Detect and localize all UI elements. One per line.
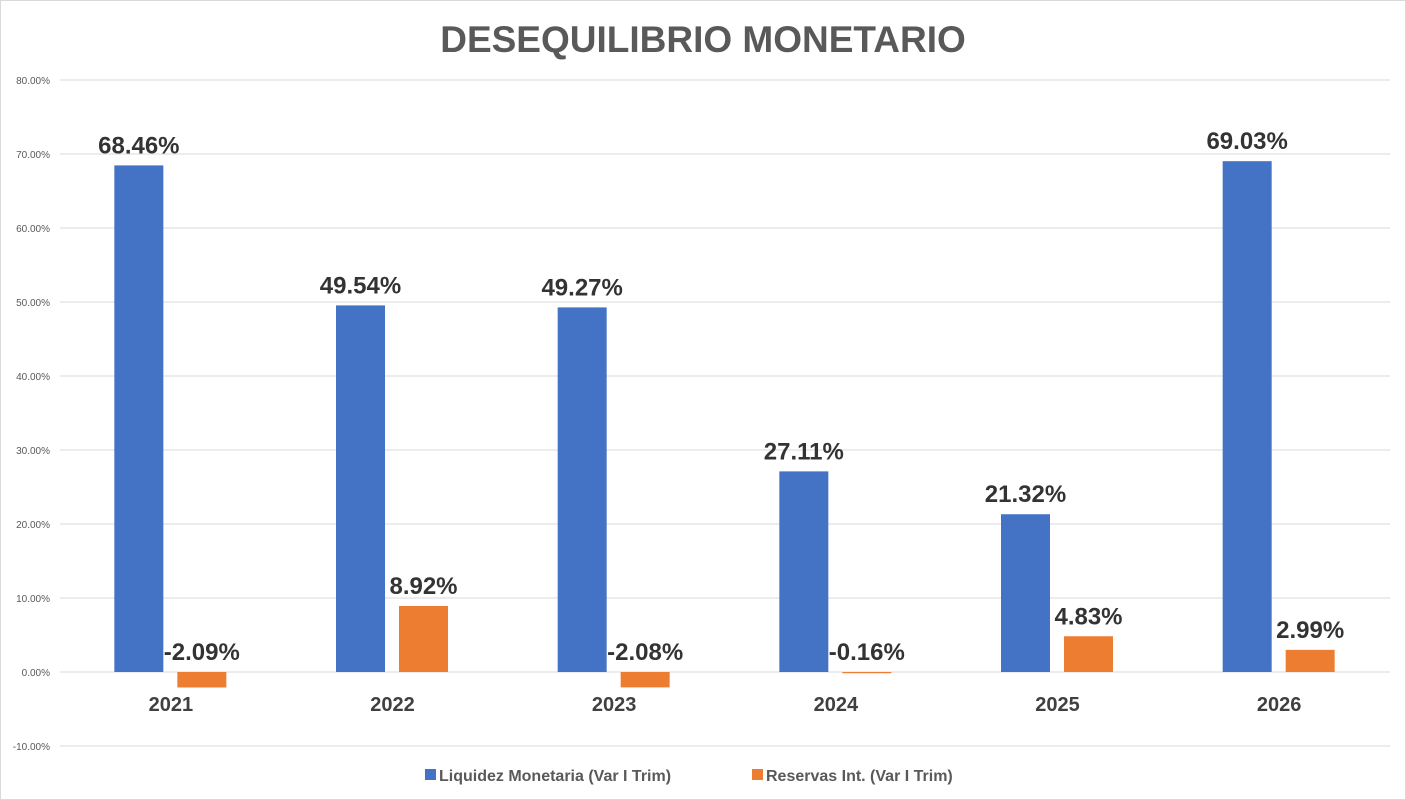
data-label: 4.83% xyxy=(1054,603,1122,630)
y-tick-label: 80.00% xyxy=(16,76,50,87)
data-label: 8.92% xyxy=(389,573,457,600)
bar-reservas xyxy=(1064,636,1113,672)
bar-reservas xyxy=(1285,649,1335,672)
bars: 68.46% -2.09% 49.54% 8.92% 49.27% -2.08% 27.11… xyxy=(98,128,1344,688)
data-label: 49.27% xyxy=(541,274,622,301)
legend-swatch xyxy=(752,769,763,780)
legend-swatch xyxy=(425,769,436,780)
x-tick-label: 2026 xyxy=(1257,694,1302,716)
x-tick-label: 2024 xyxy=(814,694,859,716)
y-tick-label: 10.00% xyxy=(16,594,50,605)
data-label: 69.03% xyxy=(1206,128,1287,155)
x-axis: 2021 2022 2023 2024 2025 2026 xyxy=(149,694,1302,716)
bar-liquidez xyxy=(1222,161,1272,673)
gridlines xyxy=(60,79,1390,747)
legend-label: Reservas Int. (Var I Trim) xyxy=(766,768,953,785)
y-tick-label: 70.00% xyxy=(16,150,50,161)
legend-label: Liquidez Monetaria (Var I Trim) xyxy=(439,768,671,785)
bar-liquidez xyxy=(779,471,829,672)
bar-liquidez xyxy=(336,305,385,672)
data-label: -2.09% xyxy=(164,639,240,666)
bar-reservas xyxy=(399,605,448,672)
chart-title: DESEQUILIBRIO MONETARIO xyxy=(440,19,966,60)
y-axis: -10.00% 0.00% 10.00% 20.00% 30.00% 40.00% 50.0… xyxy=(13,76,50,753)
y-tick-label: 20.00% xyxy=(16,520,50,531)
data-label: -2.08% xyxy=(607,639,683,666)
data-label: 49.54% xyxy=(320,272,401,299)
bar-reservas xyxy=(842,672,892,674)
bar-reservas xyxy=(177,672,227,688)
data-label: -0.16% xyxy=(829,639,905,666)
y-tick-label: -10.00% xyxy=(13,742,50,753)
bar-liquidez xyxy=(1001,514,1050,672)
data-label: 27.11% xyxy=(764,438,844,465)
y-tick-label: 60.00% xyxy=(16,224,50,235)
y-tick-label: 30.00% xyxy=(16,446,50,457)
legend: Liquidez Monetaria (Var I Trim) Reservas … xyxy=(425,768,953,785)
data-label: 68.46% xyxy=(98,132,179,159)
bar-liquidez xyxy=(557,307,607,672)
x-tick-label: 2023 xyxy=(592,694,637,716)
bar-liquidez xyxy=(114,165,164,672)
y-tick-label: 40.00% xyxy=(16,372,50,383)
y-tick-label: 50.00% xyxy=(16,298,50,309)
y-tick-label: 0.00% xyxy=(22,668,50,679)
x-tick-label: 2025 xyxy=(1035,694,1080,716)
data-label: 21.32% xyxy=(985,481,1066,508)
x-tick-label: 2021 xyxy=(149,694,194,716)
bar-reservas xyxy=(620,672,670,688)
x-tick-label: 2022 xyxy=(370,694,415,716)
data-label: 2.99% xyxy=(1276,617,1344,644)
